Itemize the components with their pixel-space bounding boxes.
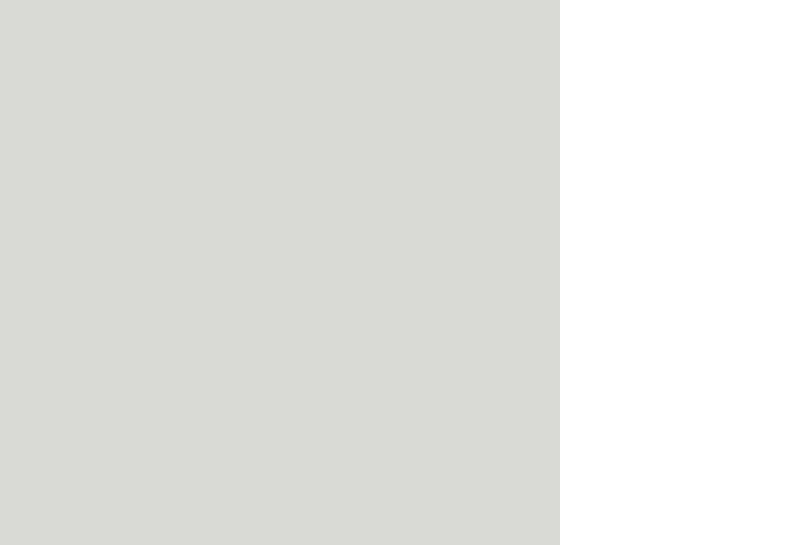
worksheet-page (0, 0, 560, 545)
diagram-svg (102, 48, 532, 368)
coordinate-diagram (102, 48, 532, 368)
